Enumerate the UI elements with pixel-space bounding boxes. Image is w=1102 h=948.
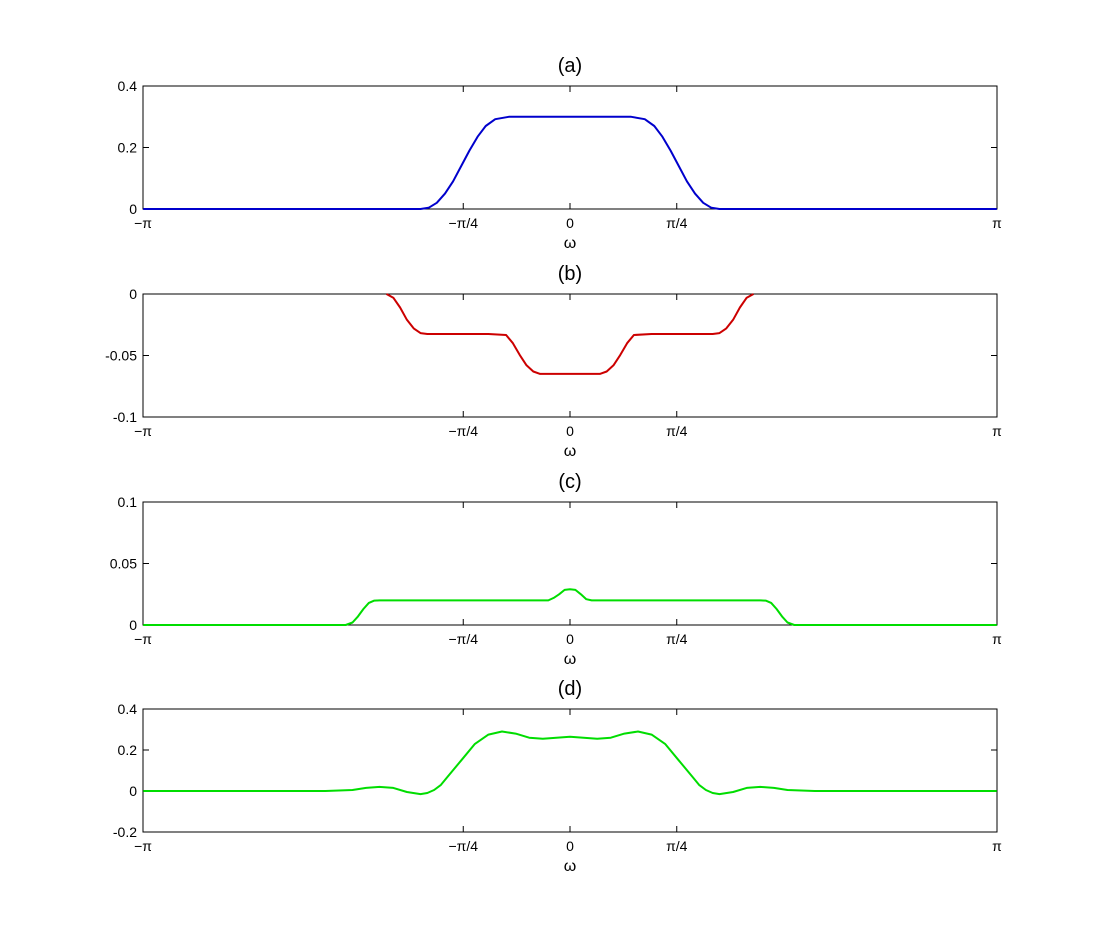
panel-c-axes-frame bbox=[142, 501, 998, 626]
panel-a-ytick-label: 0.2 bbox=[118, 140, 138, 156]
panel-b-xlabel: ω bbox=[564, 443, 577, 460]
panel-a-series-line bbox=[143, 115, 997, 210]
panel-a-xlabel: ω bbox=[564, 235, 577, 252]
panel-a-xtick-label: 0 bbox=[566, 215, 574, 231]
panel-b-axes-frame bbox=[142, 293, 998, 418]
panel-b-series-line bbox=[386, 293, 754, 375]
panel-a-xtick-label: −π bbox=[134, 215, 152, 231]
panel-c-ytick-label: 0.1 bbox=[118, 494, 138, 510]
panel-b-xtick-label: −π/4 bbox=[448, 423, 478, 439]
panel-a-ytick-label: 0.4 bbox=[118, 78, 138, 94]
panel-c-xtick-label: −π bbox=[134, 631, 152, 647]
panel-c-ytick-label: 0 bbox=[129, 617, 137, 633]
panel-d-axes-frame bbox=[142, 708, 998, 833]
panel-d-xtick-label: −π bbox=[134, 838, 152, 854]
panel-d-xtick-label: π/4 bbox=[666, 838, 688, 854]
panel-d-ytick-label: 0 bbox=[129, 783, 137, 799]
panel-a-axes-frame bbox=[142, 85, 998, 210]
panel-d-xtick-label: π bbox=[992, 838, 1002, 854]
panel-b-ytick-label: 0 bbox=[129, 286, 137, 302]
panel-b-xtick-label: 0 bbox=[566, 423, 574, 439]
panel-a-xtick-label: −π/4 bbox=[448, 215, 478, 231]
panel-d-xlabel: ω bbox=[564, 858, 577, 875]
panel-b-ytick-label: -0.05 bbox=[105, 348, 137, 364]
panel-c-xtick-label: −π/4 bbox=[448, 631, 478, 647]
panel-b-title: (b) bbox=[558, 263, 582, 285]
panel-c-series-line bbox=[143, 588, 997, 626]
panel-d-title: (d) bbox=[558, 678, 582, 700]
panel-d-ytick-label: -0.2 bbox=[113, 824, 137, 840]
panel-a-xtick-label: π/4 bbox=[666, 215, 688, 231]
panel-c-xtick-label: 0 bbox=[566, 631, 574, 647]
panel-a-ytick-label: 0 bbox=[129, 201, 137, 217]
panel-d-ytick-label: 0.4 bbox=[118, 701, 138, 717]
panel-c-title: (c) bbox=[558, 471, 581, 493]
panel-d-series-line bbox=[143, 730, 997, 796]
panel-d-ytick-label: 0.2 bbox=[118, 742, 138, 758]
panel-b-xtick-label: π/4 bbox=[666, 423, 688, 439]
panel-d-xtick-label: 0 bbox=[566, 838, 574, 854]
panel-a-title: (a) bbox=[558, 55, 582, 77]
panel-c-xlabel: ω bbox=[564, 651, 577, 668]
panel-c-ytick-label: 0.05 bbox=[110, 556, 137, 572]
panel-b-ytick-label: -0.1 bbox=[113, 409, 137, 425]
panel-a-xtick-label: π bbox=[992, 215, 1002, 231]
panel-c-xtick-label: π/4 bbox=[666, 631, 688, 647]
panel-c-xtick-label: π bbox=[992, 631, 1002, 647]
panel-d-xtick-label: −π/4 bbox=[448, 838, 478, 854]
panel-b-xtick-label: −π bbox=[134, 423, 152, 439]
panel-b-xtick-label: π bbox=[992, 423, 1002, 439]
